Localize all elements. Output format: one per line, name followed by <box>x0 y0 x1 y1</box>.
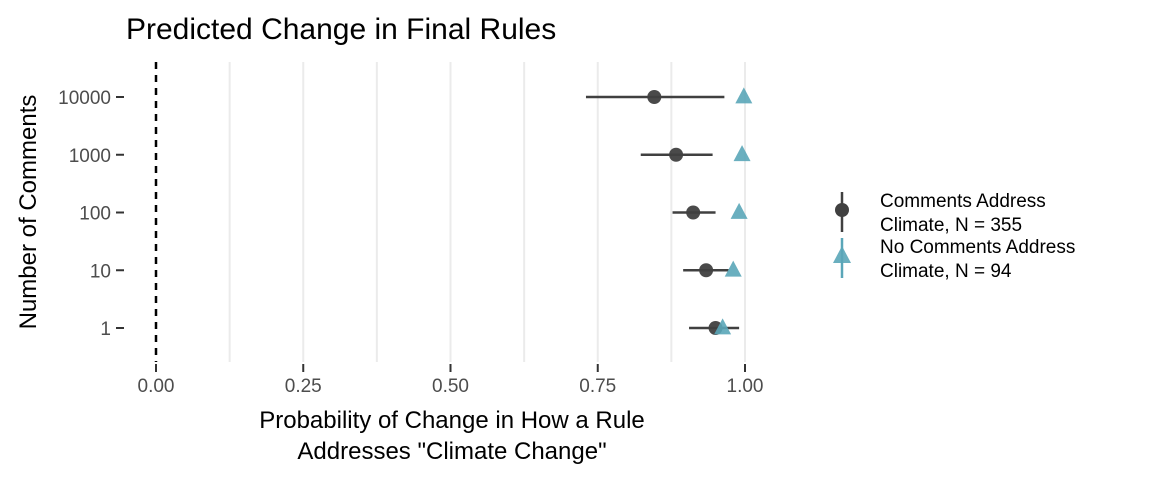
point-comments-address <box>686 205 701 220</box>
point-comments-address <box>647 90 662 104</box>
legend-key-circle <box>835 203 849 217</box>
point-comments-address <box>699 263 714 278</box>
point-no-comments-address <box>714 318 732 335</box>
y-tick-label: 100 <box>79 204 111 225</box>
legend-key-triangle <box>833 246 851 263</box>
legend-label-line: Climate, N = 94 <box>880 261 1012 282</box>
x-tick-label: 0.00 <box>138 376 175 397</box>
grid-lines <box>228 62 746 362</box>
point-no-comments-address <box>735 87 753 104</box>
point-comments-address <box>669 147 684 162</box>
x-axis: 0.00 0.25 0.50 0.75 1.00 <box>138 364 764 397</box>
legend-label: No Comments Address Climate, N = 94 <box>880 237 1075 282</box>
x-tick-label: 0.75 <box>579 376 616 397</box>
y-tick-label: 10 <box>90 261 111 282</box>
x-tick-label: 0.25 <box>285 376 322 397</box>
legend-label: Comments Address Climate, N = 355 <box>880 191 1046 236</box>
legend-label-line: Comments Address <box>880 191 1046 212</box>
chart-title: Predicted Change in Final Rules <box>126 13 556 46</box>
point-no-comments-address <box>730 202 748 219</box>
x-tick-label: 1.00 <box>727 376 764 397</box>
y-axis-title: Number of Comments <box>15 95 42 330</box>
x-axis-title-line: Probability of Change in How a Rule <box>259 407 645 434</box>
legend-label-line: No Comments Address <box>880 237 1075 258</box>
legend-label-line: Climate, N = 355 <box>880 215 1022 236</box>
x-axis-title-line: Addresses "Climate Change" <box>297 438 606 465</box>
y-axis: 1 10 100 1000 10000 <box>58 88 124 340</box>
x-axis-title: Probability of Change in How a Rule Addre… <box>259 407 645 465</box>
point-no-comments-address <box>733 145 751 162</box>
data-marks <box>585 87 753 335</box>
y-tick-label: 1000 <box>69 146 111 167</box>
y-tick-label: 1 <box>100 319 111 340</box>
x-tick-label: 0.50 <box>432 376 469 397</box>
y-tick-label: 10000 <box>58 88 111 109</box>
point-no-comments-address <box>724 260 742 277</box>
